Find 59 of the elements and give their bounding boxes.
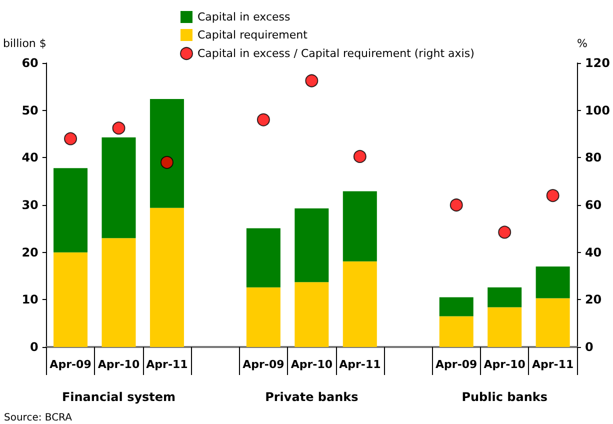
- y-tick-label: 30: [22, 198, 38, 212]
- bar: [342, 261, 377, 347]
- y-tick-label: 60: [22, 56, 38, 70]
- y2-tick-label: 80: [584, 150, 602, 165]
- bar: [294, 208, 329, 282]
- bar: [294, 282, 329, 347]
- point: [546, 189, 560, 202]
- x-tick-label: Apr-09: [50, 358, 92, 371]
- y2-tick-label: 120: [584, 56, 610, 70]
- y-tick-label: 10: [22, 292, 38, 307]
- bar: [102, 238, 136, 347]
- text: Public banks: [462, 390, 548, 404]
- bar: [246, 228, 280, 288]
- bar: [342, 191, 377, 262]
- point: [256, 113, 270, 126]
- source-note: Source: BCRA: [4, 412, 72, 424]
- bar: [439, 297, 474, 316]
- point: [353, 150, 366, 163]
- bar: [536, 266, 570, 298]
- bar: [54, 168, 88, 252]
- y2-tick-label: 60: [584, 198, 602, 212]
- legend-label: Capital in excess: [198, 10, 291, 24]
- bar: [102, 137, 136, 238]
- bar: [488, 287, 522, 308]
- x-tick-label: Apr-09: [436, 358, 478, 371]
- bar: [246, 287, 280, 347]
- point: [498, 226, 512, 239]
- bar: [439, 316, 474, 347]
- x-tick-label: Apr-11: [339, 358, 381, 371]
- y2-tick-label: 20: [584, 292, 602, 307]
- y-axis-title: billion $: [3, 37, 46, 50]
- x-tick-label: Apr-10: [98, 358, 140, 371]
- x-tick-label: Apr-11: [146, 358, 188, 371]
- y2-tick-label: 0: [584, 340, 594, 354]
- point: [160, 156, 174, 169]
- y2-axis-title: %: [576, 37, 588, 50]
- x-tick-label: Apr-10: [290, 358, 333, 371]
- point: [450, 198, 463, 212]
- x-tick-label: Apr-11: [532, 358, 574, 371]
- bar: [150, 208, 184, 347]
- point: [305, 74, 318, 88]
- legend-label: Capital requirement: [198, 28, 308, 42]
- y2-tick-label: 40: [584, 245, 602, 260]
- point: [64, 132, 78, 146]
- text: Financial system: [62, 390, 176, 404]
- x-tick-label: Apr-09: [242, 358, 284, 371]
- y2-tick-label: 100: [584, 103, 610, 118]
- legend-label: Capital in excess / Capital requirement (right axis): [198, 47, 474, 60]
- y-tick-label: 40: [22, 150, 38, 165]
- bar: [150, 98, 184, 208]
- y-tick-label: 50: [22, 103, 38, 118]
- text: Private banks: [265, 390, 358, 404]
- x-tick-label: Apr-10: [484, 358, 526, 371]
- y-tick-label: 0: [30, 340, 38, 354]
- point: [112, 122, 126, 135]
- bar: [488, 307, 522, 347]
- bar: [536, 298, 570, 347]
- bar: [54, 252, 88, 347]
- y-tick-label: 20: [22, 245, 38, 260]
